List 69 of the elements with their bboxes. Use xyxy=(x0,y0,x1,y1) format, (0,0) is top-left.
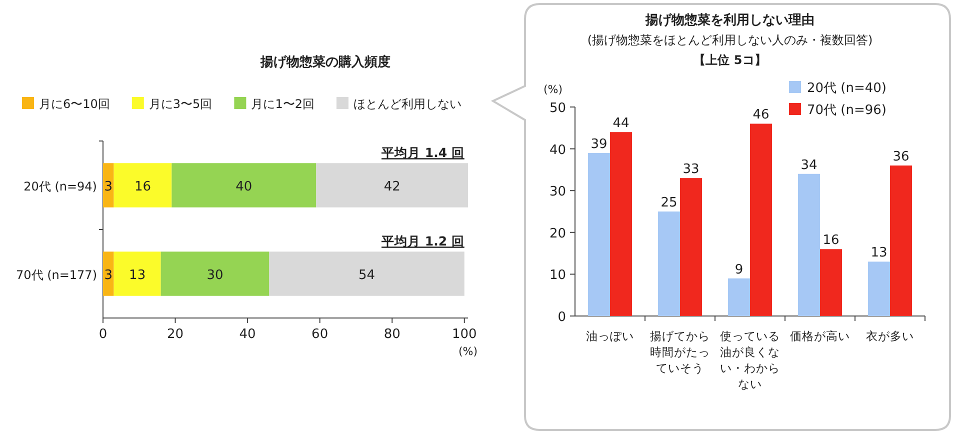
legend-label: 20代 (n=40) xyxy=(807,81,886,96)
bar xyxy=(172,163,316,208)
bar xyxy=(868,262,890,316)
bar xyxy=(890,166,912,316)
legend-label: ほとんど利用しない xyxy=(353,97,462,111)
x-tick-label: 40 xyxy=(239,327,256,342)
data-label: 54 xyxy=(358,268,376,283)
data-label: 36 xyxy=(892,150,910,165)
data-label: 16 xyxy=(822,233,840,248)
data-label: 39 xyxy=(590,136,608,152)
data-label: 30 xyxy=(206,268,224,283)
bar xyxy=(658,212,680,316)
data-label: 25 xyxy=(660,196,678,210)
x-tick-label: 100 xyxy=(452,327,477,342)
legend-label: 月に3〜5回 xyxy=(148,97,212,111)
legend-label: 月に1〜2回 xyxy=(251,97,314,111)
data-label: 16 xyxy=(134,179,152,194)
y-tick-label: 40 xyxy=(549,142,566,158)
bar xyxy=(316,163,468,208)
data-label: 3 xyxy=(104,268,113,283)
x-tick-label: 衣が多い xyxy=(866,329,914,343)
bar xyxy=(750,124,772,316)
legend-label: 月に6〜10回 xyxy=(39,97,110,111)
data-label: 13 xyxy=(870,246,888,261)
data-label: 44 xyxy=(612,116,630,132)
bar xyxy=(610,132,632,316)
legend-label: 70代 (n=96) xyxy=(807,103,886,118)
bar xyxy=(160,252,270,296)
x-tick-label: 60 xyxy=(312,327,328,342)
y-tick-label: 50 xyxy=(549,101,566,116)
y-tick-label: 30 xyxy=(549,184,566,200)
data-label: 34 xyxy=(800,158,818,173)
bar xyxy=(680,178,702,316)
bar xyxy=(103,163,114,208)
y-tick-label: 20 xyxy=(549,226,566,242)
bar xyxy=(820,249,842,316)
data-label: 42 xyxy=(384,179,400,194)
data-label: 3 xyxy=(104,179,113,194)
x-tick-label: 20 xyxy=(167,327,184,342)
chart-title: 揚げ物惣菜を利用しない理由 xyxy=(644,12,814,28)
y-tick-label: 10 xyxy=(549,268,566,284)
data-label: 40 xyxy=(236,179,252,194)
x-tick-label: 価格が高い xyxy=(790,329,850,343)
x-tick-label: 油っぽい xyxy=(586,329,634,343)
bar xyxy=(798,174,820,316)
bar xyxy=(269,252,464,296)
x-axis-title: (%) xyxy=(458,345,478,358)
data-label: 13 xyxy=(129,268,146,283)
data-label: 9 xyxy=(734,262,744,278)
x-tick-label: 0 xyxy=(98,327,108,342)
annotation: 平均月 1.4 回 xyxy=(380,145,464,160)
bar xyxy=(114,252,161,296)
x-tick-label: 揚げてから時間がたっていそう xyxy=(650,329,710,375)
data-label: 46 xyxy=(752,108,770,123)
bar xyxy=(103,252,114,296)
y-axis-title: (%) xyxy=(543,83,563,96)
x-tick-label: 使っている油が良くない・わからない xyxy=(720,329,780,391)
y-tick-label: 20代 (n=94) xyxy=(24,179,97,194)
x-tick-label: 80 xyxy=(384,327,400,342)
bar xyxy=(588,152,610,316)
bar xyxy=(728,278,750,316)
text: 【上位 5コ】 xyxy=(694,53,766,67)
y-tick-label: 0 xyxy=(558,310,566,325)
chart-subtitle: (揚げ物惣菜をほとんど利用しない人のみ・複数回答) xyxy=(587,33,873,47)
chart-title: 揚げ物惣菜の購入頻度 xyxy=(260,54,390,70)
data-label: 33 xyxy=(682,162,700,178)
annotation: 平均月 1.2 回 xyxy=(380,234,464,249)
y-tick-label: 70代 (n=177) xyxy=(16,268,97,282)
bar xyxy=(114,163,172,208)
